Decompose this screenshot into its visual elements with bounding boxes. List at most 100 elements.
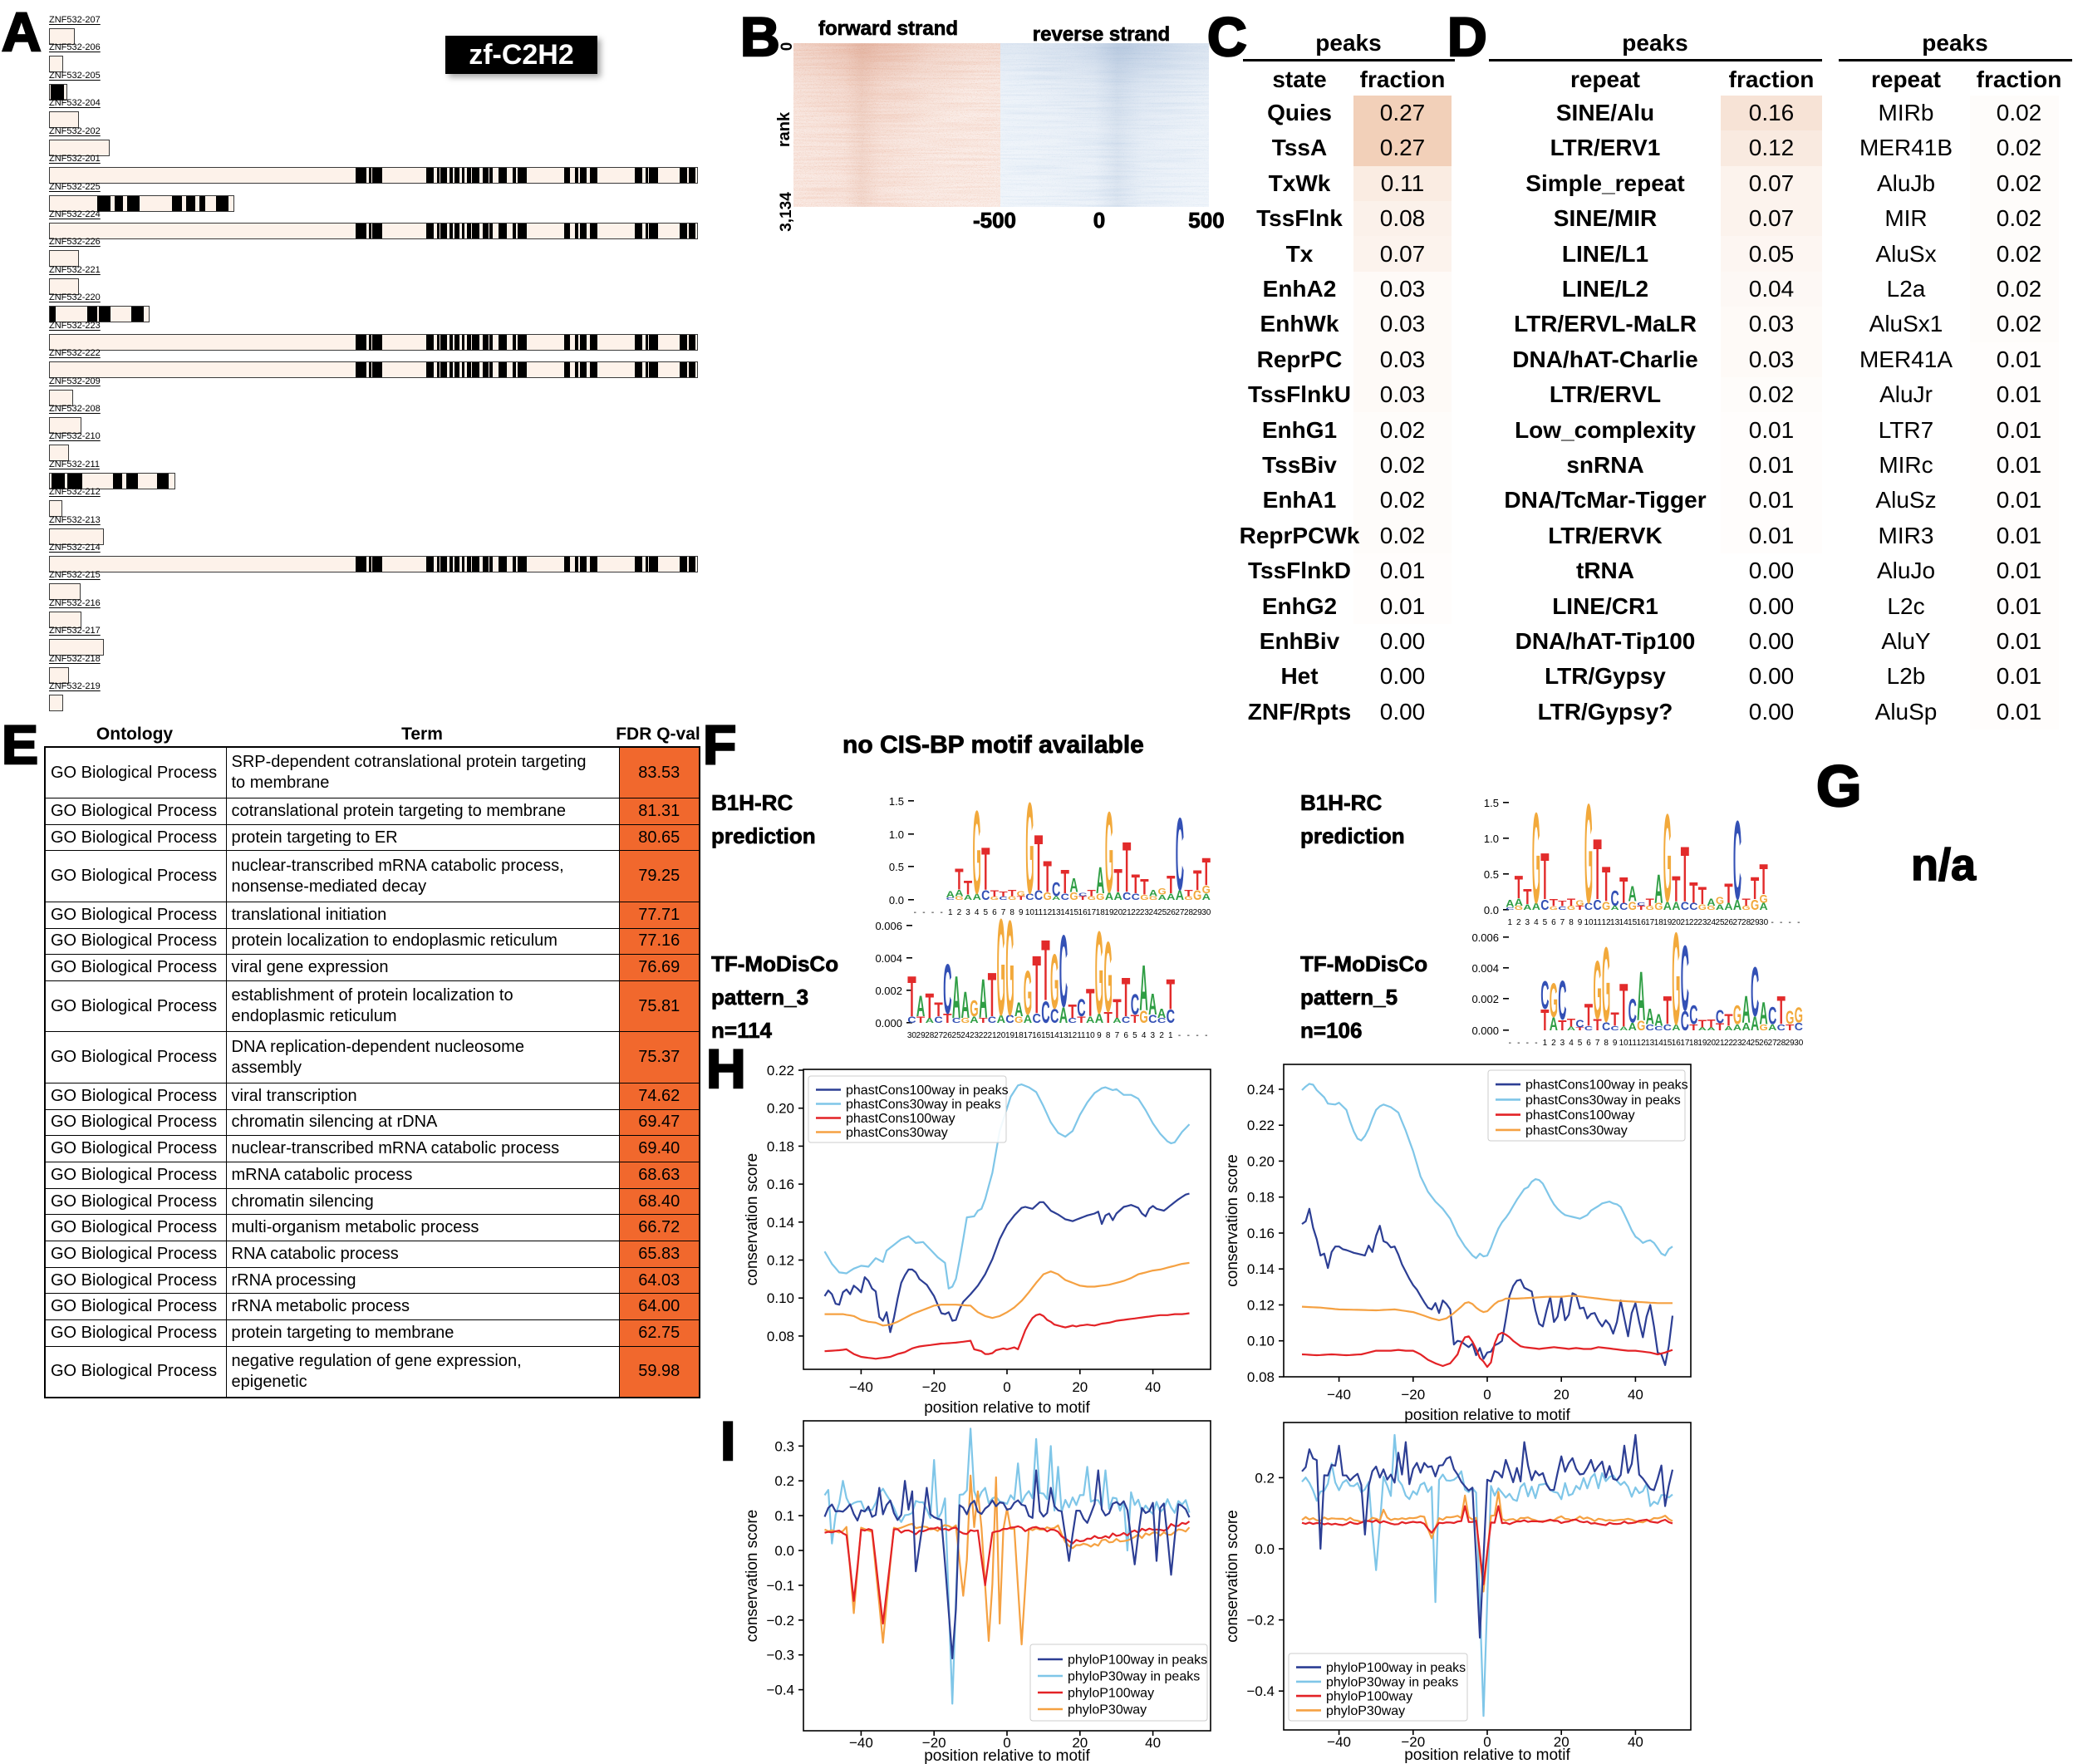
svg-text:C: C — [1681, 899, 1689, 912]
svg-text:T: T — [1113, 862, 1122, 900]
svg-text:A: A — [961, 985, 970, 1027]
svg-text:14: 14 — [1654, 1039, 1664, 1048]
svg-text:24: 24 — [1741, 1039, 1751, 1048]
svg-text:-: - — [914, 908, 916, 917]
svg-text:8: 8 — [1604, 1039, 1609, 1048]
svg-text:C: C — [1059, 915, 1068, 1029]
svg-text:T: T — [1523, 884, 1532, 909]
svg-text:A: A — [1724, 901, 1733, 912]
svg-text:T: T — [1034, 818, 1043, 907]
svg-text:5: 5 — [1578, 1039, 1583, 1048]
svg-text:-: - — [1178, 1031, 1181, 1040]
svg-text:16: 16 — [1078, 908, 1088, 917]
svg-text:3: 3 — [965, 908, 970, 917]
svg-text:C: C — [1148, 1012, 1157, 1024]
svg-text:-: - — [1187, 1031, 1190, 1040]
svg-text:phastCons30way in peaks: phastCons30way in peaks — [846, 1098, 1001, 1112]
svg-text:C: C — [1733, 798, 1741, 924]
svg-text:G: G — [1025, 775, 1034, 921]
svg-text:T: T — [1113, 995, 1122, 1024]
svg-text:C: C — [1575, 1018, 1584, 1029]
svg-text:T: T — [1619, 870, 1628, 911]
svg-text:1: 1 — [1508, 918, 1513, 927]
svg-text:G: G — [1602, 927, 1610, 1045]
svg-text:4: 4 — [1534, 918, 1539, 927]
svg-text:A: A — [1014, 1000, 1023, 1022]
svg-text:40: 40 — [1628, 1734, 1643, 1750]
svg-text:G: G — [1014, 1015, 1023, 1024]
svg-text:T: T — [1689, 876, 1697, 909]
svg-text:position relative to motif: position relative to motif — [924, 1399, 1090, 1417]
svg-text:17: 17 — [1087, 908, 1097, 917]
svg-text:C: C — [1122, 891, 1131, 902]
svg-text:11: 11 — [1077, 1031, 1086, 1040]
svg-text:conservation score: conservation score — [744, 1510, 761, 1642]
svg-text:30: 30 — [907, 1031, 917, 1040]
svg-text:T: T — [1681, 832, 1689, 918]
svg-text:−0.2: −0.2 — [1246, 1613, 1275, 1629]
svg-text:A: A — [1105, 891, 1113, 902]
svg-text:G: G — [1602, 900, 1610, 913]
svg-text:15: 15 — [1041, 1031, 1051, 1040]
svg-text:T: T — [979, 1017, 987, 1024]
svg-text:-: - — [922, 908, 925, 917]
svg-text:T: T — [1777, 987, 1786, 1033]
svg-text:T: T — [943, 1010, 951, 1025]
svg-text:C: C — [1041, 995, 1049, 1030]
svg-text:A: A — [1672, 1023, 1680, 1033]
svg-text:G: G — [1069, 890, 1078, 902]
svg-text:G: G — [1760, 892, 1768, 906]
svg-text:29: 29 — [1786, 1039, 1795, 1048]
svg-text:−0.3: −0.3 — [766, 1648, 794, 1663]
svg-text:9: 9 — [1019, 908, 1024, 917]
svg-text:A: A — [1176, 888, 1184, 903]
svg-text:C: C — [988, 1015, 996, 1025]
svg-text:30: 30 — [1201, 908, 1211, 917]
svg-text:C: C — [1540, 972, 1549, 1017]
svg-text:15: 15 — [1069, 908, 1079, 917]
svg-text:A: A — [1157, 1007, 1166, 1022]
svg-text:A: A — [1096, 860, 1104, 902]
svg-text:T: T — [1086, 982, 1095, 1025]
svg-text:7: 7 — [1560, 918, 1565, 927]
svg-text:A: A — [1619, 1026, 1628, 1032]
svg-text:C: C — [907, 1015, 916, 1025]
svg-text:9: 9 — [1097, 1031, 1102, 1040]
svg-text:−0.1: −0.1 — [766, 1578, 794, 1594]
svg-text:29: 29 — [1751, 918, 1761, 927]
svg-text:A: A — [1741, 1021, 1750, 1033]
svg-text:−40: −40 — [849, 1379, 873, 1395]
svg-text:G: G — [973, 786, 981, 920]
svg-text:G: G — [1567, 905, 1575, 911]
svg-text:1: 1 — [1168, 1031, 1173, 1040]
svg-text:28: 28 — [1184, 908, 1194, 917]
svg-text:30: 30 — [1794, 1039, 1804, 1048]
svg-text:9: 9 — [1578, 918, 1583, 927]
svg-text:G: G — [1733, 1001, 1741, 1030]
svg-text:G: G — [1017, 890, 1025, 897]
svg-text:C: C — [1558, 906, 1566, 911]
svg-text:0.002: 0.002 — [1471, 993, 1499, 1005]
svg-text:phastCons100way: phastCons100way — [1525, 1108, 1635, 1123]
svg-text:T: T — [1041, 921, 1049, 1019]
svg-text:T: T — [1078, 895, 1088, 902]
svg-text:−40: −40 — [849, 1735, 873, 1751]
svg-text:G: G — [1637, 1019, 1645, 1034]
svg-text:G: G — [1786, 1007, 1794, 1029]
svg-text:0.002: 0.002 — [875, 985, 902, 997]
svg-text:G: G — [1663, 788, 1672, 928]
svg-text:G: G — [955, 896, 963, 902]
svg-text:T: T — [907, 964, 916, 1029]
svg-text:27: 27 — [1768, 1039, 1778, 1048]
svg-text:conservation score: conservation score — [744, 1153, 761, 1285]
svg-text:20: 20 — [1072, 1379, 1088, 1395]
svg-text:A: A — [1158, 894, 1167, 902]
svg-text:A: A — [1113, 1017, 1122, 1024]
svg-text:phastCons100way: phastCons100way — [846, 1112, 955, 1126]
svg-text:0.0: 0.0 — [774, 1543, 794, 1559]
svg-text:27: 27 — [1175, 908, 1185, 917]
svg-text:T: T — [1140, 875, 1148, 900]
svg-text:A: A — [1069, 875, 1078, 897]
svg-text:0.16: 0.16 — [767, 1177, 794, 1192]
svg-text:G: G — [1646, 905, 1654, 911]
